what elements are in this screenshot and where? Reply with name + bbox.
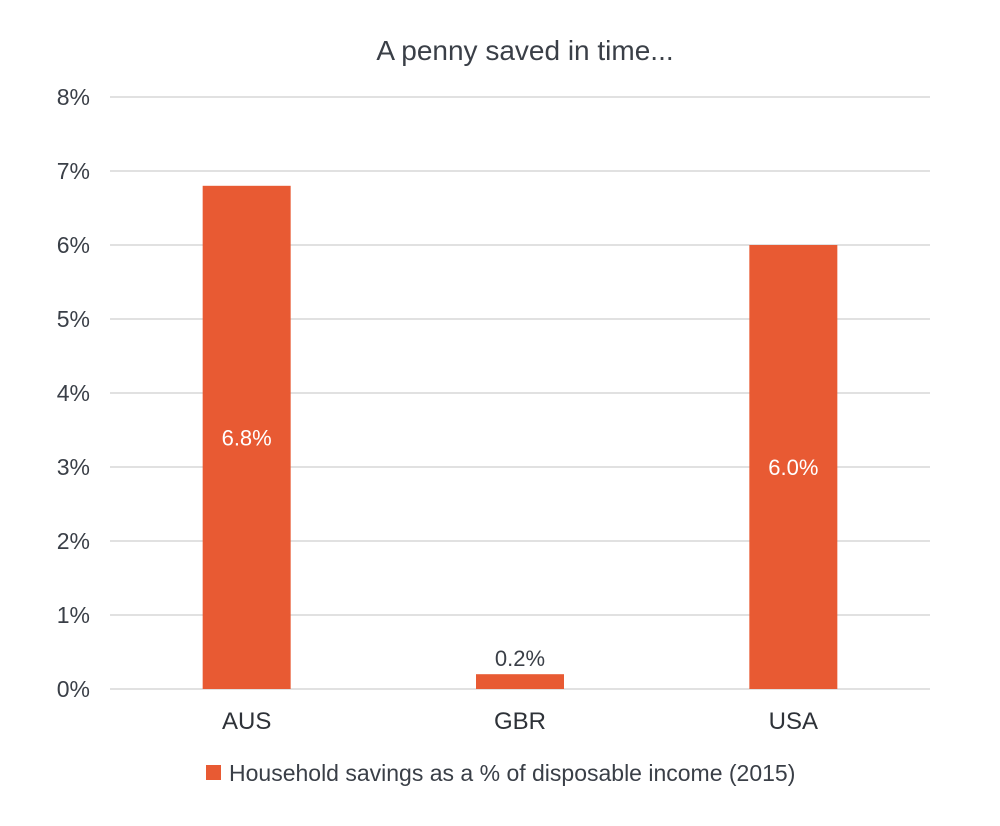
data-label-aus: 6.8% [222,425,272,450]
x-category-label: USA [769,708,818,735]
legend-label: Household savings as a % of disposable i… [229,760,795,786]
y-tick-label: 6% [57,232,90,258]
y-tick-label: 0% [57,676,90,702]
y-tick-label: 1% [57,602,90,628]
y-tick-label: 4% [57,380,90,406]
y-tick-label: 8% [57,84,90,110]
data-label-usa: 6.0% [768,455,818,480]
bar-usa [749,245,838,689]
legend: Household savings as a % of disposable i… [206,760,795,786]
data-labels: 6.8% 0.2% 6.0% [222,425,819,671]
x-axis-categories: AUS GBR USA [222,708,818,735]
y-tick-label: 2% [57,528,90,554]
data-label-gbr: 0.2% [495,646,545,671]
bars [202,185,838,690]
y-axis-ticks: 0% 1% 2% 3% 4% 5% 6% 7% 8% [57,84,90,702]
bar-aus [202,185,291,690]
x-category-label: GBR [494,708,546,735]
bar-gbr [476,674,564,689]
x-category-label: AUS [222,708,271,735]
chart-title: A penny saved in time... [376,35,673,66]
y-tick-label: 7% [57,158,90,184]
y-tick-label: 3% [57,454,90,480]
legend-swatch [206,765,221,780]
y-tick-label: 5% [57,306,90,332]
